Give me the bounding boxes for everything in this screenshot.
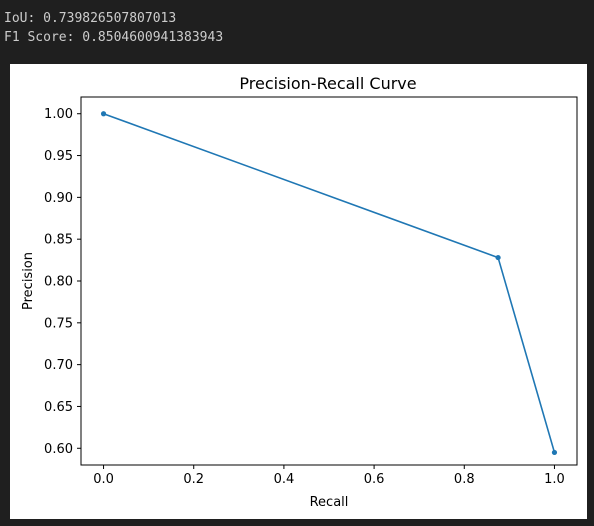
x-tick-label: 0.0 xyxy=(93,472,114,487)
x-tick-label: 0.8 xyxy=(454,472,475,487)
x-axis-label: Recall xyxy=(310,495,349,510)
y-axis: 0.60 0.65 0.70 0.75 0.80 0.85 0.90 0.95 1.00 xyxy=(44,107,81,457)
iou-output-line: IoU: 0.739826507807013 xyxy=(4,11,177,26)
precision-recall-line xyxy=(103,112,556,453)
y-tick-label: 0.95 xyxy=(44,149,73,164)
y-tick-label: 0.65 xyxy=(44,400,73,415)
y-tick-label: 0.85 xyxy=(44,233,73,248)
x-tick-label: 1.0 xyxy=(544,472,565,487)
y-tick-label: 0.90 xyxy=(44,191,73,206)
x-tick-label: 0.6 xyxy=(364,472,385,487)
plot-area xyxy=(80,96,578,466)
f1-score-output-line: F1 Score: 0.8504600941383943 xyxy=(4,30,224,45)
chart-title: Precision-Recall Curve xyxy=(239,74,416,93)
data-point xyxy=(495,254,501,261)
y-tick-label: 0.80 xyxy=(44,275,73,290)
x-axis: 0.0 0.2 0.4 0.6 0.8 1.0 xyxy=(93,465,565,487)
data-points xyxy=(100,111,558,456)
y-tick-label: 0.60 xyxy=(44,442,73,457)
data-point xyxy=(100,111,107,117)
cell-output: IoU: 0.739826507807013 F1 Score: 0.850460… xyxy=(4,9,223,47)
y-tick-label: 1.00 xyxy=(44,107,73,122)
x-tick-label: 0.2 xyxy=(183,472,204,487)
plot-figure: Precision-Recall Curve 0.0 0.2 0.4 0.6 0.8 1.… xyxy=(10,64,587,519)
data-point xyxy=(551,449,558,456)
x-tick-label: 0.4 xyxy=(274,472,295,487)
y-tick-label: 0.75 xyxy=(44,316,73,331)
precision-recall-chart: Precision-Recall Curve 0.0 0.2 0.4 0.6 0.8 1.… xyxy=(21,74,578,510)
y-axis-label: Precision xyxy=(21,252,36,310)
y-tick-label: 0.70 xyxy=(44,358,73,373)
